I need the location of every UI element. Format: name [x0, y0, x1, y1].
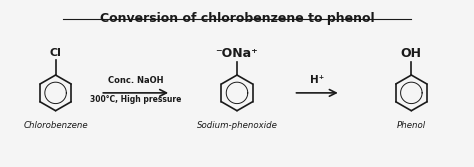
- Text: Cl: Cl: [50, 48, 62, 58]
- Text: Sodium-phenoxide: Sodium-phenoxide: [197, 121, 277, 130]
- Text: ⁻ONa⁺: ⁻ONa⁺: [216, 47, 258, 60]
- Text: Phenol: Phenol: [397, 121, 426, 130]
- Text: H⁺: H⁺: [310, 75, 324, 85]
- Text: Conc. NaOH: Conc. NaOH: [108, 76, 164, 85]
- Text: OH: OH: [401, 47, 422, 60]
- Text: 300°C, High pressure: 300°C, High pressure: [90, 95, 182, 104]
- Text: Chlorobenzene: Chlorobenzene: [23, 121, 88, 130]
- Text: Conversion of chlorobenzene to phenol: Conversion of chlorobenzene to phenol: [100, 12, 374, 25]
